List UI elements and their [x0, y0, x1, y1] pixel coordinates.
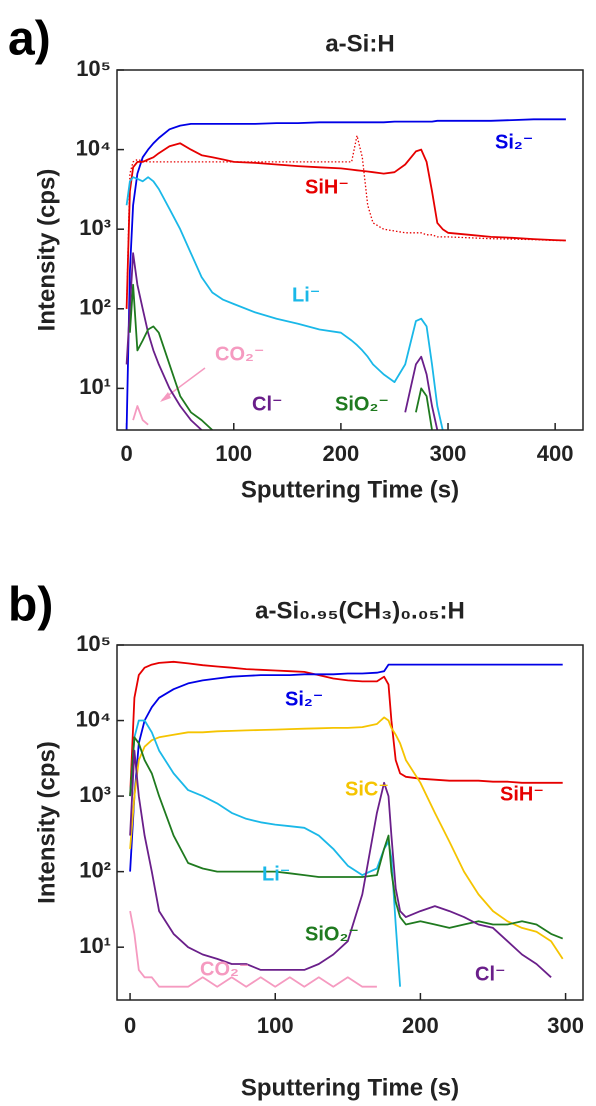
y-tick-label: 10¹ — [79, 933, 111, 958]
panel-label: b) — [8, 579, 53, 632]
y-tick-label: 10⁴ — [76, 135, 111, 160]
y-tick-label: 10² — [79, 857, 111, 882]
x-tick-label: 400 — [537, 441, 574, 466]
y-axis-label: Intensity (cps) — [33, 169, 60, 332]
chart-title: a-Si:H — [325, 30, 394, 57]
series-label: CO₂⁻ — [215, 343, 264, 365]
series-line — [129, 283, 433, 430]
x-tick-label: 100 — [215, 441, 252, 466]
series-line — [129, 719, 401, 987]
x-tick-label: 100 — [257, 1013, 294, 1038]
y-tick-label: 10¹ — [79, 374, 111, 399]
y-axis-label: Intensity (cps) — [33, 741, 60, 904]
series-line — [125, 252, 439, 430]
y-tick-label: 10⁵ — [76, 631, 111, 656]
series-label: Si₂⁻ — [495, 131, 533, 153]
series-label: SiO₂⁻ — [305, 923, 359, 945]
y-tick-label: 10⁵ — [76, 56, 111, 81]
series-line — [129, 660, 563, 797]
series-label: SiC⁻ — [345, 778, 389, 800]
y-tick-label: 10² — [79, 295, 111, 320]
plot-area — [129, 660, 564, 988]
series-label: Li⁻ — [292, 284, 320, 306]
plot-frame — [116, 644, 584, 1001]
series-line — [129, 663, 563, 872]
series-label: Si₂⁻ — [285, 688, 323, 710]
panel-label: a) — [8, 13, 51, 66]
series-line — [129, 736, 564, 940]
y-tick-label: 10³ — [79, 782, 111, 807]
x-axis-label: Sputtering Time (s) — [241, 476, 459, 503]
series-line — [125, 134, 566, 309]
plot-area — [125, 118, 566, 430]
series-line — [125, 176, 444, 430]
x-tick-label: 300 — [430, 441, 467, 466]
series-label: Cl⁻ — [252, 393, 283, 415]
series-line — [132, 405, 149, 426]
x-tick-label: 0 — [121, 441, 133, 466]
series-label: Cl⁻ — [475, 963, 506, 985]
series-line — [129, 716, 564, 960]
series-line — [125, 142, 566, 309]
x-axis-label: Sputtering Time (s) — [241, 1074, 459, 1101]
series-label: SiH⁻ — [500, 783, 544, 805]
series-label: SiH⁻ — [305, 176, 349, 198]
y-tick-label: 10⁴ — [76, 706, 111, 731]
x-tick-label: 200 — [402, 1013, 439, 1038]
series-label: SiO₂⁻ — [335, 393, 389, 415]
chart-title: a-Si₀.₉₅(CH₃)₀.₀₅:H — [255, 597, 465, 624]
x-tick-label: 200 — [323, 441, 360, 466]
arrow-head — [160, 392, 171, 402]
x-tick-label: 0 — [124, 1013, 136, 1038]
series-line — [125, 118, 566, 430]
series-label: CO₂⁻ — [200, 958, 249, 980]
plot-frame — [116, 69, 584, 431]
series-label: Li⁻ — [262, 863, 290, 885]
series-line — [129, 749, 552, 978]
x-tick-label: 300 — [547, 1013, 584, 1038]
series-line — [129, 910, 377, 988]
y-tick-label: 10³ — [79, 215, 111, 240]
